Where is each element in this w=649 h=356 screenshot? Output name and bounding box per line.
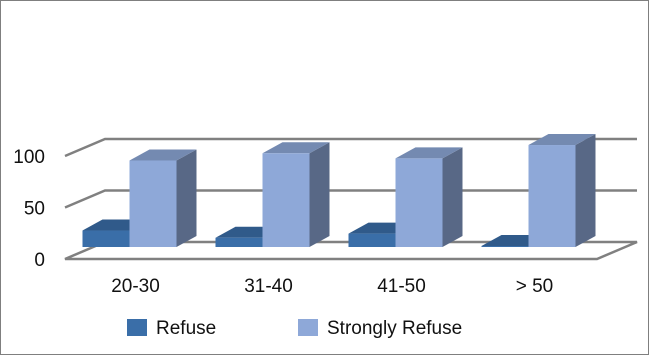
legend-label: Strongly Refuse bbox=[327, 318, 462, 339]
legend-swatch bbox=[127, 319, 147, 336]
bars bbox=[82, 134, 596, 247]
legend-swatch bbox=[298, 319, 318, 336]
y-tick-label: 0 bbox=[34, 250, 45, 271]
bar-strongly-refuse-4150 bbox=[395, 147, 463, 247]
bar-strongly-refuse-2030 bbox=[129, 149, 197, 247]
x-tick-label: 20-30 bbox=[111, 276, 160, 297]
x-tick-label: 41-50 bbox=[377, 276, 426, 297]
x-tick-label: > 50 bbox=[516, 276, 554, 297]
legend-item-strongly-refuse: Strongly Refuse bbox=[298, 318, 462, 339]
x-axis-ticks: 20-30 31-40 41-50 > 50 bbox=[111, 276, 553, 297]
legend-item-refuse: Refuse bbox=[127, 318, 216, 339]
bar-strongly-refuse-50 bbox=[528, 134, 596, 247]
y-tick-label: 50 bbox=[24, 199, 45, 220]
legend: Refuse Strongly Refuse bbox=[127, 318, 462, 339]
gridline-100 bbox=[64, 137, 637, 158]
legend-label: Refuse bbox=[156, 318, 216, 339]
y-tick-label: 100 bbox=[13, 147, 45, 168]
y-axis-ticks: 0 50 100 bbox=[13, 147, 45, 271]
x-tick-label: 31-40 bbox=[244, 276, 293, 297]
bar-strongly-refuse-3140 bbox=[262, 142, 330, 247]
